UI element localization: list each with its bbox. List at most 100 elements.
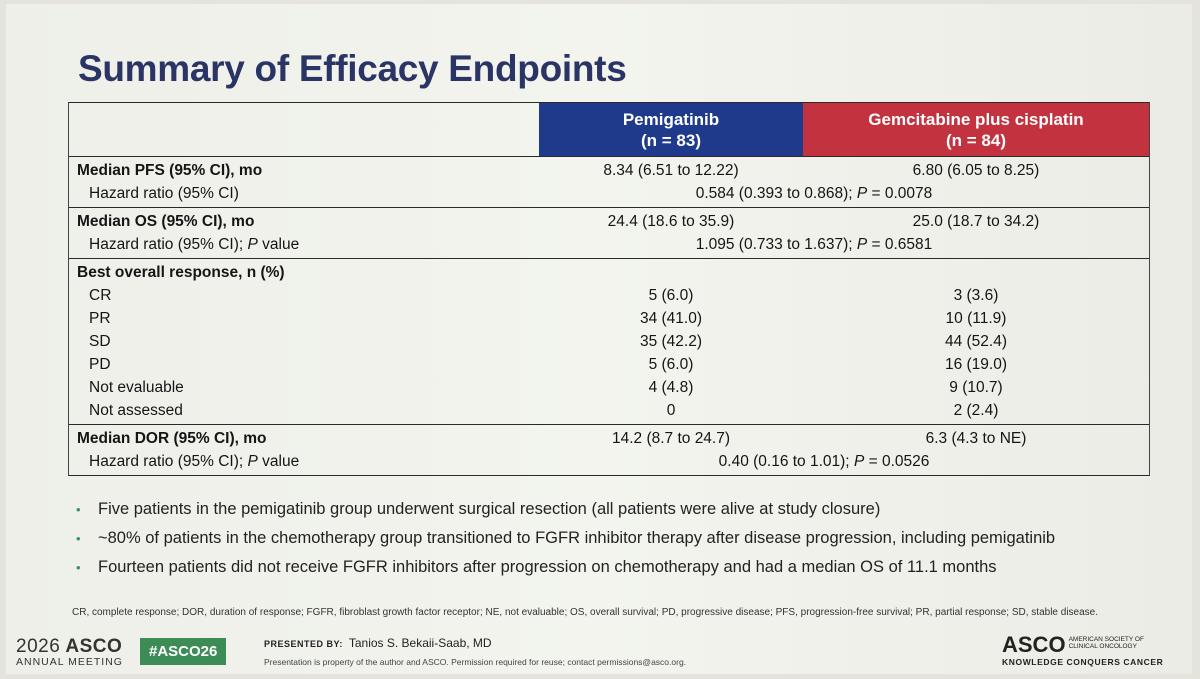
cell-gemcitabine: 16 (19.0) (944, 355, 1008, 373)
p-symbol: P (856, 235, 868, 253)
header-gemcitabine-name: Gemcitabine plus cisplatin (868, 110, 1084, 129)
hr-label-text: Hazard ratio (95% CI); (89, 235, 248, 253)
bor-group: Best overall response, n (%) CR 5 (6.0) … (69, 259, 1149, 425)
table-row: Not evaluable 4 (4.8) 9 (10.7) (69, 376, 1149, 399)
row-label: Not evaluable (89, 378, 184, 396)
row-label: PD (89, 355, 111, 373)
asco-logo-text: ASCO (1002, 632, 1066, 657)
os-group: Median OS (95% CI), mo 24.4 (18.6 to 35.… (69, 208, 1149, 259)
table-row: Best overall response, n (%) (69, 261, 1149, 284)
table-row: SD 35 (42.2) 44 (52.4) (69, 330, 1149, 353)
cell-pemigatinib: 5 (6.0) (648, 355, 694, 373)
cell-gemcitabine: 6.3 (4.3 to NE) (925, 429, 1027, 447)
cell-pemigatinib: 34 (41.0) (639, 309, 703, 327)
cell-gemcitabine: 9 (10.7) (949, 378, 1003, 396)
list-item: • Fourteen patients did not receive FGFR… (76, 553, 1055, 582)
hr-label-text: Hazard ratio (95% CI); (89, 452, 248, 470)
table-row: Median PFS (95% CI), mo 8.34 (6.51 to 12… (69, 159, 1149, 182)
header-gemcitabine-n: (n = 84) (946, 131, 1006, 150)
p-symbol: P (247, 452, 258, 470)
list-item: • ~80% of patients in the chemotherapy g… (76, 524, 1055, 553)
meeting-year: 2026 (16, 636, 61, 657)
permission-notice: Presentation is property of the author a… (264, 657, 687, 667)
asco-logo: ASCO AMERICAN SOCIETY OF CLINICAL ONCOLOGY… (1002, 632, 1182, 667)
table-row: CR 5 (6.0) 3 (3.6) (69, 284, 1149, 307)
p-symbol: P (856, 184, 868, 202)
p-text: = 0.0078 (867, 184, 933, 202)
table-row: PD 5 (6.0) 16 (19.0) (69, 353, 1149, 376)
presenter-name: Tanios S. Bekaii-Saab, MD (348, 636, 492, 650)
hazard-ratio-value: 0.584 (0.393 to 0.868); P = 0.0078 (539, 185, 1149, 203)
cell-gemcitabine: 2 (2.4) (953, 401, 999, 419)
table-row: Hazard ratio (95% CI); P value 0.40 (0.1… (69, 450, 1149, 473)
bullet-icon: • (76, 502, 81, 517)
hashtag-badge: #ASCO26 (140, 638, 227, 665)
pfs-group: Median PFS (95% CI), mo 8.34 (6.51 to 12… (69, 157, 1149, 208)
slide: Summary of Efficacy Endpoints Pemigatini… (6, 4, 1192, 674)
bullet-text: ~80% of patients in the chemotherapy gro… (98, 529, 1056, 547)
row-label: PR (89, 309, 111, 327)
row-label: SD (89, 332, 111, 350)
bullet-text: Fourteen patients did not receive FGFR i… (98, 558, 997, 576)
row-label: Best overall response, n (%) (77, 263, 285, 281)
p-symbol: P (247, 235, 258, 253)
presented-by-label: PRESENTED BY: (264, 639, 343, 649)
cell-gemcitabine: 44 (52.4) (944, 332, 1008, 350)
cell-pemigatinib: 35 (42.2) (639, 332, 703, 350)
row-label: Hazard ratio (95% CI) (89, 184, 239, 202)
bullet-text: Five patients in the pemigatinib group u… (98, 500, 881, 518)
header-pemigatinib-n: (n = 83) (641, 131, 701, 150)
asco-sub-line1: AMERICAN SOCIETY OF (1068, 636, 1144, 643)
row-label: Median DOR (95% CI), mo (77, 429, 267, 447)
cell-pemigatinib: 14.2 (8.7 to 24.7) (611, 429, 731, 447)
meeting-logo: 2026 ASCO ANNUAL MEETING (16, 636, 123, 668)
row-label: CR (89, 286, 112, 304)
p-text: = 0.6581 (867, 235, 933, 253)
asco-logo-sub: AMERICAN SOCIETY OF CLINICAL ONCOLOGY (1069, 636, 1144, 650)
meeting-asco: ASCO (65, 636, 123, 657)
cell-pemigatinib: 4 (4.8) (648, 378, 694, 396)
hr-label-tail: value (257, 235, 300, 253)
asco-sub-line2: CLINICAL ONCOLOGY (1068, 643, 1137, 650)
row-label: Hazard ratio (95% CI); P value (69, 453, 539, 471)
cell-pemigatinib: 24.4 (18.6 to 35.9) (607, 212, 735, 230)
cell-pemigatinib: 5 (6.0) (648, 286, 694, 304)
cell-gemcitabine: 25.0 (18.7 to 34.2) (912, 212, 1040, 230)
p-text: = 0.0526 (864, 452, 930, 470)
hr-text: 0.584 (0.393 to 0.868); (695, 184, 857, 202)
cell-gemcitabine: 6.80 (6.05 to 8.25) (912, 161, 1040, 179)
header-blank-cell (69, 103, 539, 156)
hr-text: 0.40 (0.16 to 1.01); (718, 452, 854, 470)
bullet-icon: • (76, 531, 81, 546)
footnote: CR, complete response; DOR, duration of … (72, 607, 1099, 618)
hazard-ratio-value: 0.40 (0.16 to 1.01); P = 0.0526 (539, 453, 1149, 471)
cell-gemcitabine: 3 (3.6) (953, 286, 999, 304)
meeting-name: ANNUAL MEETING (16, 656, 123, 668)
header-pemigatinib-name: Pemigatinib (622, 110, 720, 129)
row-label: Median OS (95% CI), mo (77, 212, 255, 230)
table-row: Median DOR (95% CI), mo 14.2 (8.7 to 24.… (69, 427, 1149, 450)
cell-pemigatinib: 0 (666, 401, 676, 419)
meeting-year-logo: 2026 ASCO (16, 636, 123, 658)
row-label: Median PFS (95% CI), mo (77, 161, 263, 179)
hr-text: 1.095 (0.733 to 1.637); (695, 235, 857, 253)
table-row: PR 34 (41.0) 10 (11.9) (69, 307, 1149, 330)
dor-group: Median DOR (95% CI), mo 14.2 (8.7 to 24.… (69, 425, 1149, 475)
row-label: Not assessed (89, 401, 183, 419)
page-title: Summary of Efficacy Endpoints (78, 48, 627, 89)
hr-label-tail: value (257, 452, 300, 470)
list-item: • Five patients in the pemigatinib group… (76, 495, 1055, 524)
cell-pemigatinib: 8.34 (6.51 to 12.22) (603, 161, 739, 179)
efficacy-table: Pemigatinib (n = 83) Gemcitabine plus ci… (68, 102, 1150, 476)
table-row: Not assessed 0 2 (2.4) (69, 399, 1149, 422)
bullet-icon: • (76, 560, 81, 575)
hazard-ratio-value: 1.095 (0.733 to 1.637); P = 0.6581 (539, 236, 1149, 254)
header-gemcitabine: Gemcitabine plus cisplatin (n = 84) (803, 103, 1149, 156)
presenter-line: PRESENTED BY: Tanios S. Bekaii-Saab, MD (264, 636, 492, 650)
footer-bar: 2026 ASCO ANNUAL MEETING #ASCO26 PRESENT… (6, 626, 1192, 674)
cell-gemcitabine: 10 (11.9) (945, 309, 1007, 327)
table-header: Pemigatinib (n = 83) Gemcitabine plus ci… (69, 103, 1149, 157)
table-row: Median OS (95% CI), mo 24.4 (18.6 to 35.… (69, 210, 1149, 233)
asco-tagline: KNOWLEDGE CONQUERS CANCER (1002, 657, 1164, 667)
table-row: Hazard ratio (95% CI); P value 1.095 (0.… (69, 233, 1149, 256)
